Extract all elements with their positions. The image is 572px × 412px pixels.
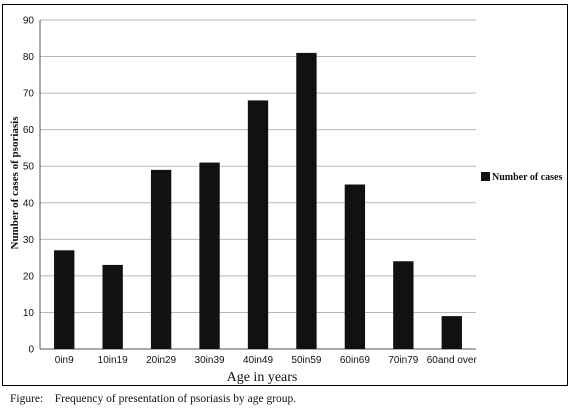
chart-frame xyxy=(2,4,568,386)
bar xyxy=(247,100,269,349)
y-tick-label: 70 xyxy=(23,89,35,100)
legend-label: Number of cases xyxy=(492,172,562,183)
figure-caption: Figure: Frequency of presentation of pso… xyxy=(10,393,297,405)
legend-swatch xyxy=(481,172,490,181)
y-axis-title: Number of cases of psoriasis xyxy=(9,116,21,250)
y-tick-label: 90 xyxy=(23,16,35,27)
y-tick-label: 80 xyxy=(23,52,35,63)
x-tick-label: 30in39 xyxy=(195,355,225,366)
bars xyxy=(54,52,462,350)
bar xyxy=(393,261,414,349)
bar xyxy=(150,169,172,349)
y-tick-label: 30 xyxy=(23,235,35,246)
x-tick-label: 20in29 xyxy=(146,355,176,366)
x-axis-title: Age in years xyxy=(227,370,298,385)
x-tick-label: 50in59 xyxy=(291,355,321,366)
y-tick-labels: 0 10 20 30 40 50 60 70 80 90 xyxy=(23,16,35,356)
bar xyxy=(102,264,123,349)
x-tick-label: 70in79 xyxy=(388,355,418,366)
y-tick-label: 0 xyxy=(28,345,34,356)
x-tick-labels: 0in9 10in19 20in29 30in39 40in49 50in59 60in69… xyxy=(55,355,478,366)
bar xyxy=(296,52,317,350)
x-tick-label: 40in49 xyxy=(243,355,273,366)
y-tick-label: 50 xyxy=(23,162,35,173)
y-tick-label: 20 xyxy=(23,271,35,282)
legend: Number of cases xyxy=(481,172,562,183)
y-tick-label: 40 xyxy=(23,198,35,209)
bar xyxy=(54,250,75,349)
y-tick-label: 10 xyxy=(23,308,35,319)
x-tick-label: 0in9 xyxy=(55,355,74,366)
bar xyxy=(344,184,366,349)
bar-chart: 0 10 20 30 40 50 60 70 80 90 0in9 10in19 20in29 30in… xyxy=(9,16,562,386)
x-tick-label: 60and over xyxy=(427,355,478,366)
y-tick-label: 60 xyxy=(23,125,35,136)
bar xyxy=(199,162,220,349)
bar xyxy=(441,316,462,349)
x-tick-label: 10in19 xyxy=(98,355,128,366)
x-tick-label: 60in69 xyxy=(340,355,370,366)
